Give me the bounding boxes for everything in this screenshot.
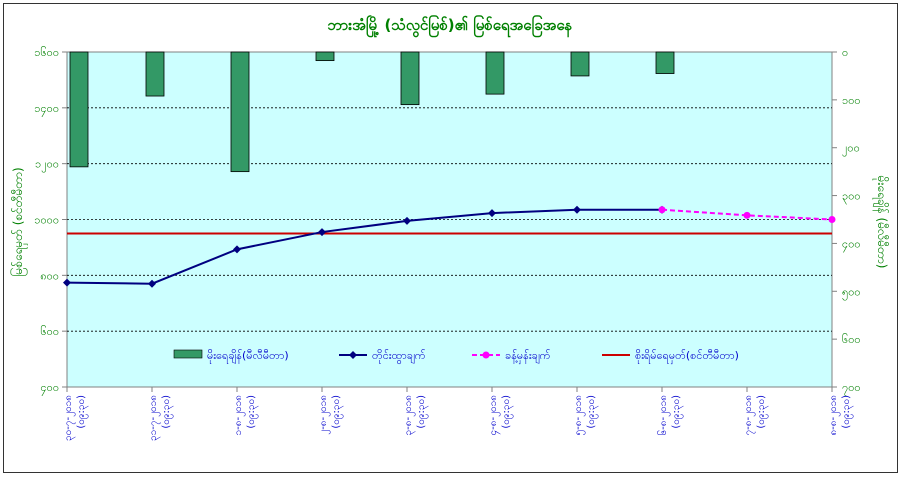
- left-tick-label: ၄၀၀: [40, 381, 59, 396]
- rainfall-bar: [655, 51, 675, 74]
- x-tick-label: ၃၁-၇-၂၀၁၈ (၀၉:၃၀): [148, 395, 174, 441]
- legend-label: စိုးရိမ်ရေမှတ်(စင်တီမီတာ): [635, 349, 739, 364]
- observed-point: [233, 245, 241, 254]
- right-tick-label: ၅၀၀: [842, 285, 861, 300]
- observed-series-line: [66, 208, 662, 285]
- chart-svg: ဘားအံမြို့ (သံလွင်မြစ်)၏ မြစ်ရေအခြေအနေ ၄…: [9, 14, 890, 441]
- left-tick-label: ၁၀၀၀: [34, 214, 59, 227]
- right-axis-label: မိုးရေချိန် (မီလီမီတာ): [872, 176, 890, 269]
- legend: မိုးရေချိန်(မီလီမီတာ) တိုင်းထွာချက် ခန့်မှ…: [173, 349, 739, 364]
- right-tick-label: ၂၀၀: [842, 142, 860, 157]
- chart-title: ဘားအံမြို့ (သံလွင်မြစ်)၏ မြစ်ရေအခြေအနေ: [328, 14, 573, 38]
- left-axis-label: မြစ်ရေမှတ် (စင်တီမီတာ): [9, 167, 28, 276]
- rainfall-bar: [570, 51, 590, 77]
- forecast-point: [658, 206, 666, 214]
- right-tick-label: ၄၀၀: [842, 237, 861, 252]
- x-tick-label: ၂-၈-၂၀၁၈ (၀၉:၃၀): [318, 395, 344, 435]
- x-tick-label: ၇-၈-၂၀၁၈ (၀၉:၃၀): [743, 395, 769, 436]
- right-tick-label: ၀: [842, 46, 848, 59]
- x-tick-label: ၆-၈-၂၀၁၈ (၀၉:၃၀): [656, 395, 684, 436]
- left-axis-ticks: ၄၀၀ ၆၀၀ ၈၀၀ ၁၀၀၀ ၁၂၀၀ ၁၄၀၀ ၁၆၀၀: [34, 46, 67, 396]
- plot-area: [66, 51, 833, 388]
- observed-point: [573, 205, 581, 214]
- left-tick-label: ၁၄၀၀: [34, 102, 59, 117]
- right-tick-label: ၃၀၀: [842, 190, 861, 205]
- legend-marker-observed: [349, 351, 357, 359]
- legend-label: မိုးရေချိန်(မီလီမီတာ): [207, 349, 289, 364]
- legend-marker-forecast: [482, 351, 490, 359]
- x-tick-label: ၃၀-၇-၂၀၁၈ (၀၉:၃၀): [63, 395, 89, 441]
- observed-point: [403, 216, 411, 225]
- rainfall-bar: [400, 51, 420, 106]
- x-tick-label: ၈-၈-၂၀၁၈ (၀၉:၃၀): [828, 395, 854, 436]
- forecast-series-line: [661, 208, 833, 221]
- observed-point: [63, 278, 71, 287]
- observed-point: [148, 279, 156, 288]
- chart-frame: ဘားအံမြို့ (သံလွင်မြစ်)၏ မြစ်ရေအခြေအနေ ၄…: [3, 3, 898, 473]
- forecast-point: [828, 216, 836, 223]
- rainfall-bars: [69, 51, 675, 173]
- x-tick-label: ၃-၈-၂၀၁၈ (၀၉:၃၀): [403, 395, 429, 436]
- right-tick-label: ၆၀၀: [842, 333, 861, 346]
- rainfall-bar: [145, 51, 165, 97]
- rainfall-bar: [230, 51, 250, 173]
- x-tick-label: ၁-၈-၂၀၁၈ (၀၉:၃၀): [233, 395, 259, 436]
- left-tick-label: ၁၂၀၀: [35, 158, 59, 173]
- grid-lines: [67, 107, 832, 332]
- right-tick-label: ၇၀၀: [842, 381, 861, 396]
- right-tick-label: ၁၀၀: [842, 94, 861, 107]
- rainfall-bar: [485, 51, 505, 95]
- legend-swatch-rainfall: [173, 349, 203, 359]
- x-tick-label: ၄-၈-၂၀၁၈ (၀၉:၃၀): [488, 395, 514, 436]
- left-tick-label: ၈၀၀: [40, 269, 59, 282]
- x-axis-ticks: ၃၀-၇-၂၀၁၈ (၀၉:၃၀) ၃၁-၇-၂၀၁၈ (၀၉:၃၀) ၁-၈-၂၀၁၈…: [63, 387, 854, 441]
- forecast-line: [658, 206, 836, 223]
- legend-label: တိုင်းထွာချက်: [372, 349, 426, 364]
- left-tick-label: ၁၆၀၀: [34, 46, 59, 59]
- rainfall-bar: [315, 51, 335, 62]
- rainfall-bar: [69, 51, 89, 168]
- observed-point: [488, 209, 496, 218]
- left-tick-label: ၆၀၀: [40, 325, 59, 338]
- forecast-point: [743, 211, 751, 219]
- legend-label: ခန့်မှန်းချက်: [505, 349, 551, 364]
- observed-point: [318, 228, 326, 237]
- x-tick-label: ၅-၈-၂၀၁၈ (၀၉:၃၀): [573, 395, 599, 436]
